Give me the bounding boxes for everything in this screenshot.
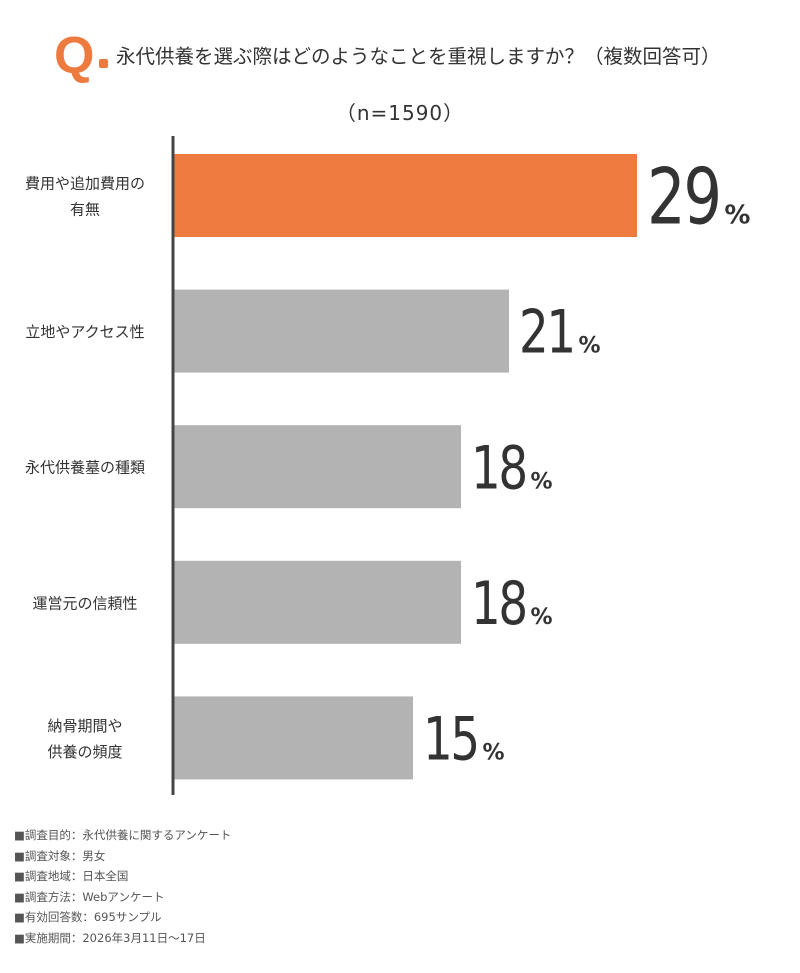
category-label-0-line-1: 有無 xyxy=(70,201,100,219)
value-unit-2: % xyxy=(531,469,553,494)
bar-2 xyxy=(173,425,461,509)
value-unit-0: % xyxy=(724,201,750,231)
bar-3 xyxy=(173,560,461,644)
note-purpose: ■調査目的：永代供養に関するアンケート xyxy=(14,828,232,842)
category-label-0-line-0: 費用や追加費用の xyxy=(25,175,145,193)
value-unit-3: % xyxy=(531,605,553,630)
category-label-4-line-0: 納骨期間や xyxy=(47,717,122,735)
value-label-1: 21 xyxy=(519,297,574,367)
note-period: ■実施期間：2026年3月11日〜17日 xyxy=(14,930,206,945)
category-label-1: 立地やアクセス性 xyxy=(25,323,144,341)
value-label-4: 15 xyxy=(423,704,478,774)
value-unit-1: % xyxy=(579,334,601,359)
bar-0 xyxy=(173,154,637,237)
bar-1 xyxy=(173,289,509,373)
note-sample-count: ■有効回答数：695サンプル xyxy=(14,910,162,925)
value-label-2: 18 xyxy=(471,433,526,503)
note-method: ■調査方法：Webアンケート xyxy=(14,889,165,904)
question-title: 永代供養を選ぶ際はどのようなことを重視しますか？（複数回答可） xyxy=(116,45,721,68)
value-unit-4: % xyxy=(483,741,505,766)
question-q-mark: Q xyxy=(54,27,94,85)
survey-notes: ■調査目的：永代供養に関するアンケート ■調査対象：男女 ■調査地域：日本全国 … xyxy=(14,825,231,949)
note-target: ■調査対象：男女 xyxy=(14,848,106,863)
value-label-3: 18 xyxy=(471,568,526,638)
category-label-3: 運営元の信頼性 xyxy=(32,594,137,612)
category-label-2: 永代供養墓の種類 xyxy=(25,459,145,477)
category-label-4-line-1: 供養の頻度 xyxy=(47,743,122,761)
value-label-0: 29 xyxy=(647,152,720,242)
note-region: ■調査地域：日本全国 xyxy=(14,869,129,884)
sample-size: （n=1590） xyxy=(335,101,465,125)
bar-4 xyxy=(173,696,413,780)
question-q-dot xyxy=(99,59,108,68)
